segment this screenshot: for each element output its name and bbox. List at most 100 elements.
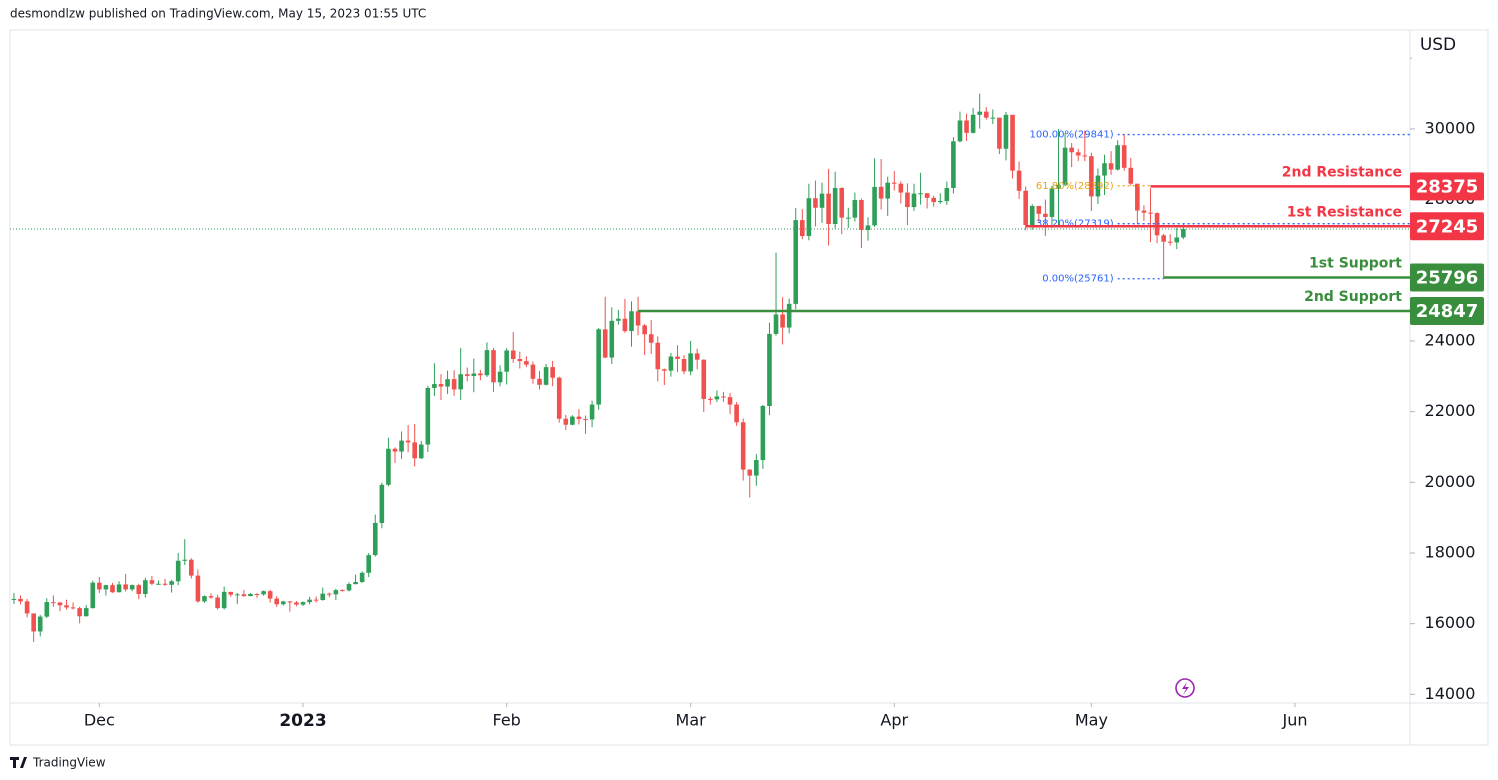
candle-body bbox=[675, 356, 680, 359]
candle-body bbox=[208, 596, 214, 598]
candle-body bbox=[688, 353, 693, 372]
candle-body bbox=[346, 584, 352, 591]
candle-body bbox=[31, 613, 36, 632]
candle-body bbox=[773, 314, 779, 334]
level-price: 24847 bbox=[1416, 301, 1479, 322]
candle-body bbox=[333, 590, 339, 595]
candle-body bbox=[1062, 147, 1068, 185]
candle-body bbox=[721, 396, 726, 398]
candle-body bbox=[1135, 183, 1140, 211]
candle-body bbox=[267, 591, 273, 599]
candle-body bbox=[602, 329, 608, 358]
candle-body bbox=[438, 384, 444, 387]
candle-body bbox=[845, 217, 851, 219]
candle-body bbox=[786, 303, 792, 328]
candle-body bbox=[839, 187, 845, 218]
candle-body bbox=[951, 141, 956, 188]
candle-body bbox=[898, 183, 904, 193]
candle-body bbox=[905, 192, 910, 208]
candle-body bbox=[865, 225, 871, 231]
candle-body bbox=[83, 608, 89, 617]
candle-body bbox=[1102, 163, 1107, 176]
candle-body bbox=[1010, 114, 1015, 171]
candle-body bbox=[583, 419, 588, 421]
x-tick-label: Apr bbox=[880, 711, 908, 730]
candle-body bbox=[11, 598, 17, 600]
candle-body bbox=[156, 583, 161, 585]
candle-body bbox=[386, 448, 391, 485]
candle-body bbox=[44, 602, 50, 617]
candle-body bbox=[1095, 175, 1101, 197]
candle-body bbox=[819, 193, 825, 208]
candle-body bbox=[924, 193, 930, 198]
candle-body bbox=[872, 186, 877, 226]
candle-body bbox=[1174, 237, 1180, 243]
level-price: 27245 bbox=[1416, 216, 1479, 237]
candle-body bbox=[543, 367, 549, 385]
x-tick-label: Jun bbox=[1282, 711, 1308, 730]
candle-body bbox=[852, 199, 858, 218]
candle-body bbox=[175, 560, 181, 582]
fib-label: 0.00%(25761) bbox=[1042, 274, 1113, 285]
level-price: 28375 bbox=[1416, 176, 1479, 197]
fib-label: 100.00%(29841) bbox=[1030, 130, 1114, 141]
candle-body bbox=[556, 377, 562, 419]
candle-body bbox=[366, 555, 372, 573]
level-name: 2nd Support bbox=[1304, 289, 1402, 305]
candle-body bbox=[18, 598, 23, 602]
candle-body bbox=[64, 605, 69, 608]
candle-body bbox=[359, 572, 365, 582]
candle-body bbox=[747, 469, 753, 476]
candle-body bbox=[524, 361, 529, 365]
candle-body bbox=[694, 353, 700, 360]
candle-body bbox=[425, 387, 431, 445]
candle-body bbox=[911, 193, 917, 208]
candle-body bbox=[228, 591, 234, 595]
candle-body bbox=[957, 120, 963, 142]
candle-body bbox=[464, 374, 470, 376]
candle-body bbox=[37, 616, 43, 632]
candle-body bbox=[727, 397, 733, 405]
candle-body bbox=[451, 379, 457, 390]
candle-body bbox=[445, 379, 450, 387]
candle-body bbox=[248, 593, 253, 597]
candle-body bbox=[418, 444, 424, 459]
candle-body bbox=[517, 358, 523, 362]
candle-body bbox=[997, 117, 1002, 149]
candle-body bbox=[570, 416, 575, 425]
candle-body bbox=[51, 602, 56, 604]
candle-body bbox=[392, 448, 398, 452]
candle-body bbox=[57, 602, 63, 606]
candle-body bbox=[70, 607, 76, 609]
candle-body bbox=[800, 220, 805, 237]
candle-body bbox=[1003, 114, 1009, 149]
candle-body bbox=[221, 591, 227, 609]
candle-body bbox=[504, 350, 509, 372]
candle-body bbox=[235, 594, 240, 596]
candle-body bbox=[432, 384, 437, 388]
candle-body bbox=[1161, 235, 1166, 242]
level-price: 25796 bbox=[1416, 268, 1479, 289]
candle-body bbox=[832, 187, 838, 225]
candle-body bbox=[1069, 147, 1074, 153]
candle-body bbox=[149, 580, 155, 584]
candle-body bbox=[563, 418, 569, 425]
candle-body bbox=[1049, 188, 1055, 217]
candle-body bbox=[826, 193, 831, 225]
y-tick-label: 20000 bbox=[1425, 472, 1476, 491]
candle-body bbox=[24, 601, 30, 614]
candle-body bbox=[537, 378, 542, 385]
candle-body bbox=[977, 111, 982, 115]
x-tick-label: 2023 bbox=[279, 711, 326, 731]
candle-body bbox=[662, 369, 667, 371]
candle-body bbox=[274, 598, 280, 605]
candle-body bbox=[918, 193, 923, 195]
x-tick-label: Mar bbox=[676, 711, 707, 730]
candle-body bbox=[655, 342, 661, 370]
level-price-box bbox=[1410, 263, 1484, 292]
candle-body bbox=[1141, 210, 1147, 213]
candle-body bbox=[129, 585, 135, 590]
candle-body bbox=[90, 582, 96, 609]
